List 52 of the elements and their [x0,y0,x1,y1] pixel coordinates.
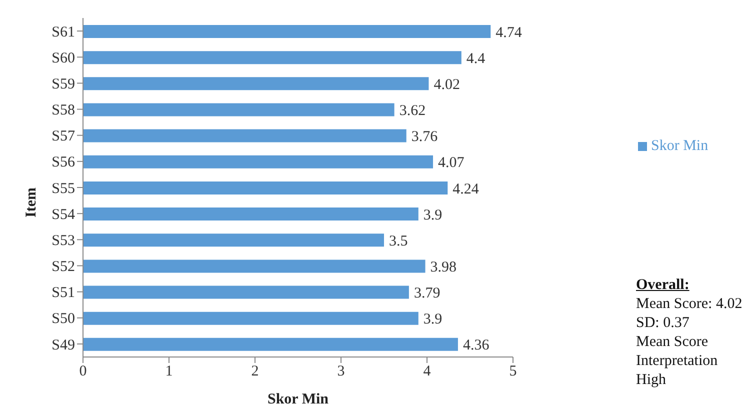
x-tick-label: 1 [165,364,173,380]
x-tick-label: 3 [337,364,345,380]
data-label: 3.9 [423,312,442,328]
bar [83,208,418,221]
y-tick-label: S53 [52,232,75,249]
x-tick-label: 5 [509,364,517,380]
text: Mean Score: 4.02 [636,295,744,314]
data-label: 4.36 [462,338,490,354]
bar [83,338,458,351]
y-tick-label: S57 [52,128,76,145]
y-axis-title: Item [23,187,40,218]
bar [83,286,409,299]
text: Overall: [636,276,690,295]
bar [83,77,429,90]
data-label: 4.74 [496,24,522,41]
x-tick-label: 0 [79,364,87,380]
text: SD: 0.37 [636,314,690,333]
y-tick-label: S55 [52,180,75,197]
data-label: 3.76 [411,129,438,146]
bar [83,260,426,273]
y-tick-label: S60 [52,50,75,66]
y-tick-label: S49 [52,337,75,354]
bar [83,25,491,38]
data-label: 3.79 [414,286,440,302]
bar [83,312,418,325]
bar [83,129,406,142]
bar [83,181,448,194]
y-tick-label: S59 [52,76,75,93]
y-tick-label: S50 [52,311,75,328]
y-tick-label: S56 [52,154,76,171]
x-tick-label: 4 [423,364,432,380]
bar [83,155,434,168]
y-tick-label: S52 [52,259,75,276]
bar [83,234,384,247]
bar [83,51,462,64]
bar [83,103,394,116]
y-tick-label: S61 [52,24,75,40]
data-label: 3.9 [423,207,442,224]
x-axis-title: Skor Min [268,392,330,408]
data-label: 4.02 [434,76,460,93]
data-label: 3.5 [389,233,408,250]
data-label: 3.98 [430,260,457,276]
data-label: 4.07 [438,155,465,172]
legend-label: Skor Min [651,138,708,154]
data-label: 3.62 [399,103,426,120]
data-label: 4.4 [466,50,486,67]
y-tick-label: S51 [52,285,75,302]
y-tick-label: S54 [52,206,76,223]
x-tick-label: 2 [251,364,259,380]
data-label: 4.24 [452,181,480,198]
y-tick-label: S58 [52,102,75,119]
text: Mean Score Interpretation High [636,333,719,390]
